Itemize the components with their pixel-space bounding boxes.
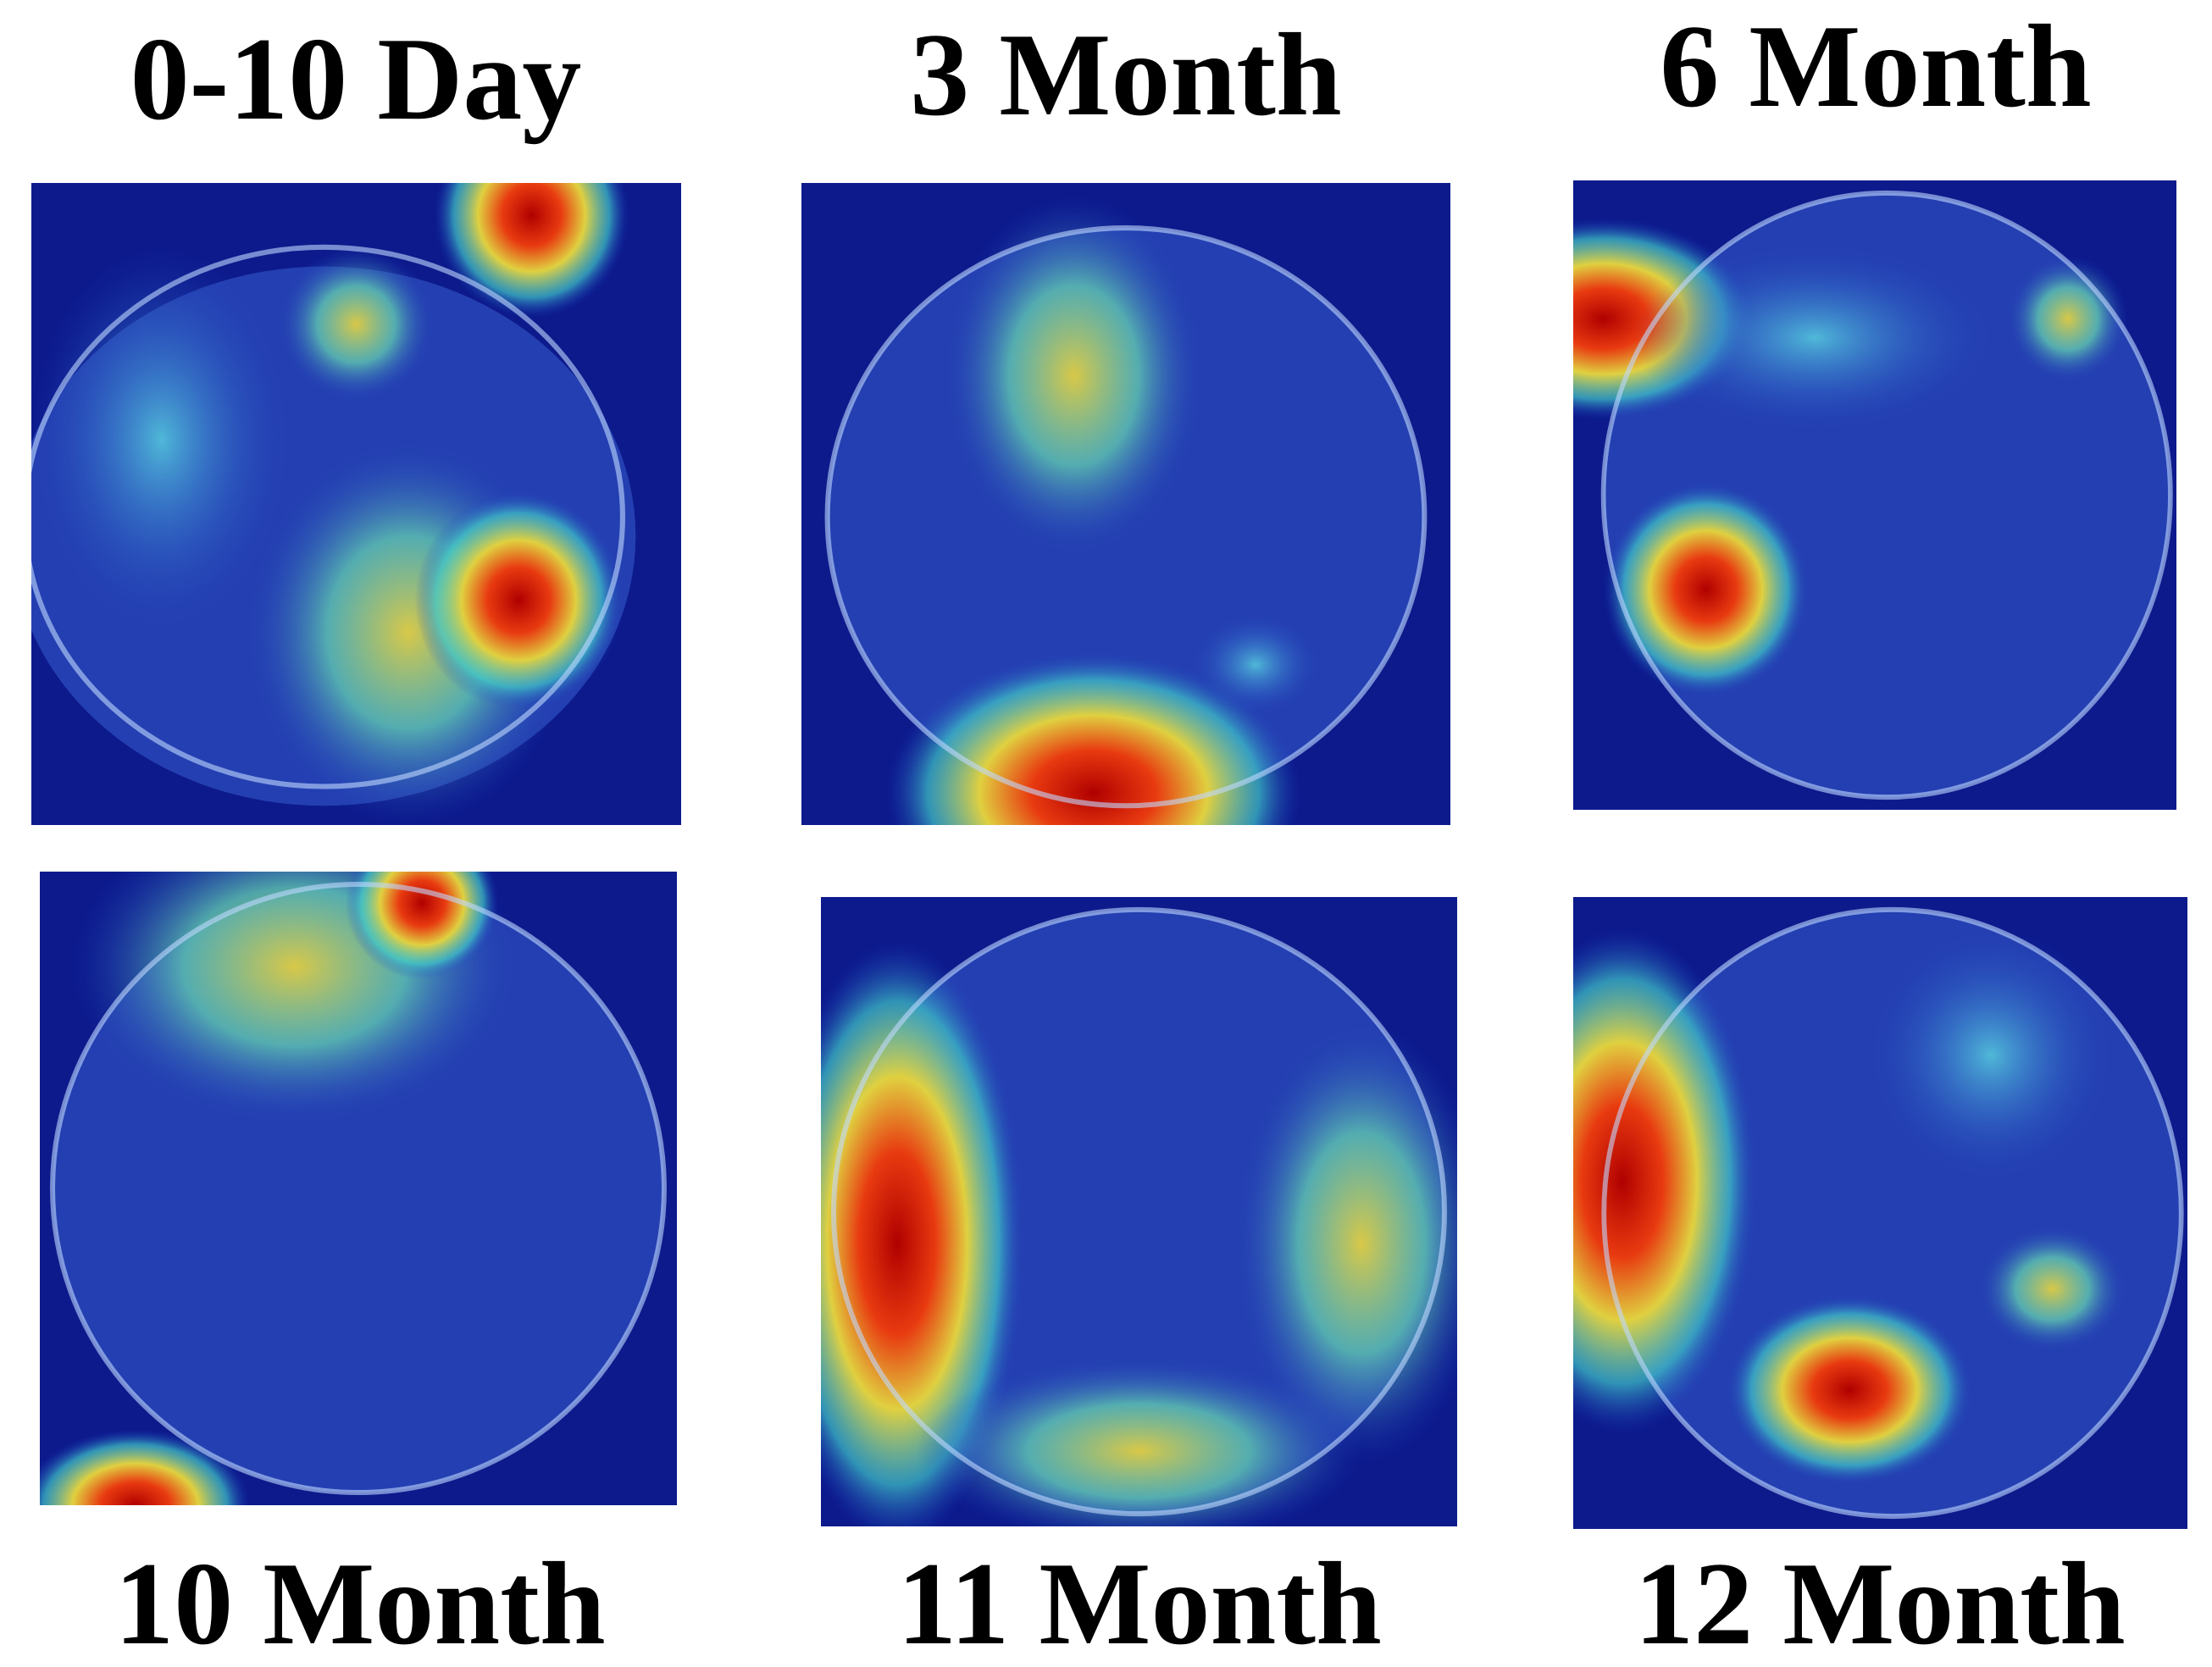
heatmap-image: [801, 183, 1450, 825]
panel-label: 0-10 Day: [130, 14, 582, 145]
panel-label: 11 Month: [897, 1538, 1382, 1667]
heatmap-image: [821, 897, 1457, 1526]
heatmap-image: [31, 183, 681, 825]
panel-label: 3 Month: [910, 9, 1341, 141]
heatmap-image: [40, 872, 677, 1505]
panel-label: 6 Month: [1660, 1, 2091, 132]
panel-label: 12 Month: [1634, 1538, 2125, 1667]
heatmap-image: [1573, 897, 2187, 1529]
panel-label: 10 Month: [114, 1538, 605, 1667]
heatmap-image: [1573, 180, 2176, 810]
